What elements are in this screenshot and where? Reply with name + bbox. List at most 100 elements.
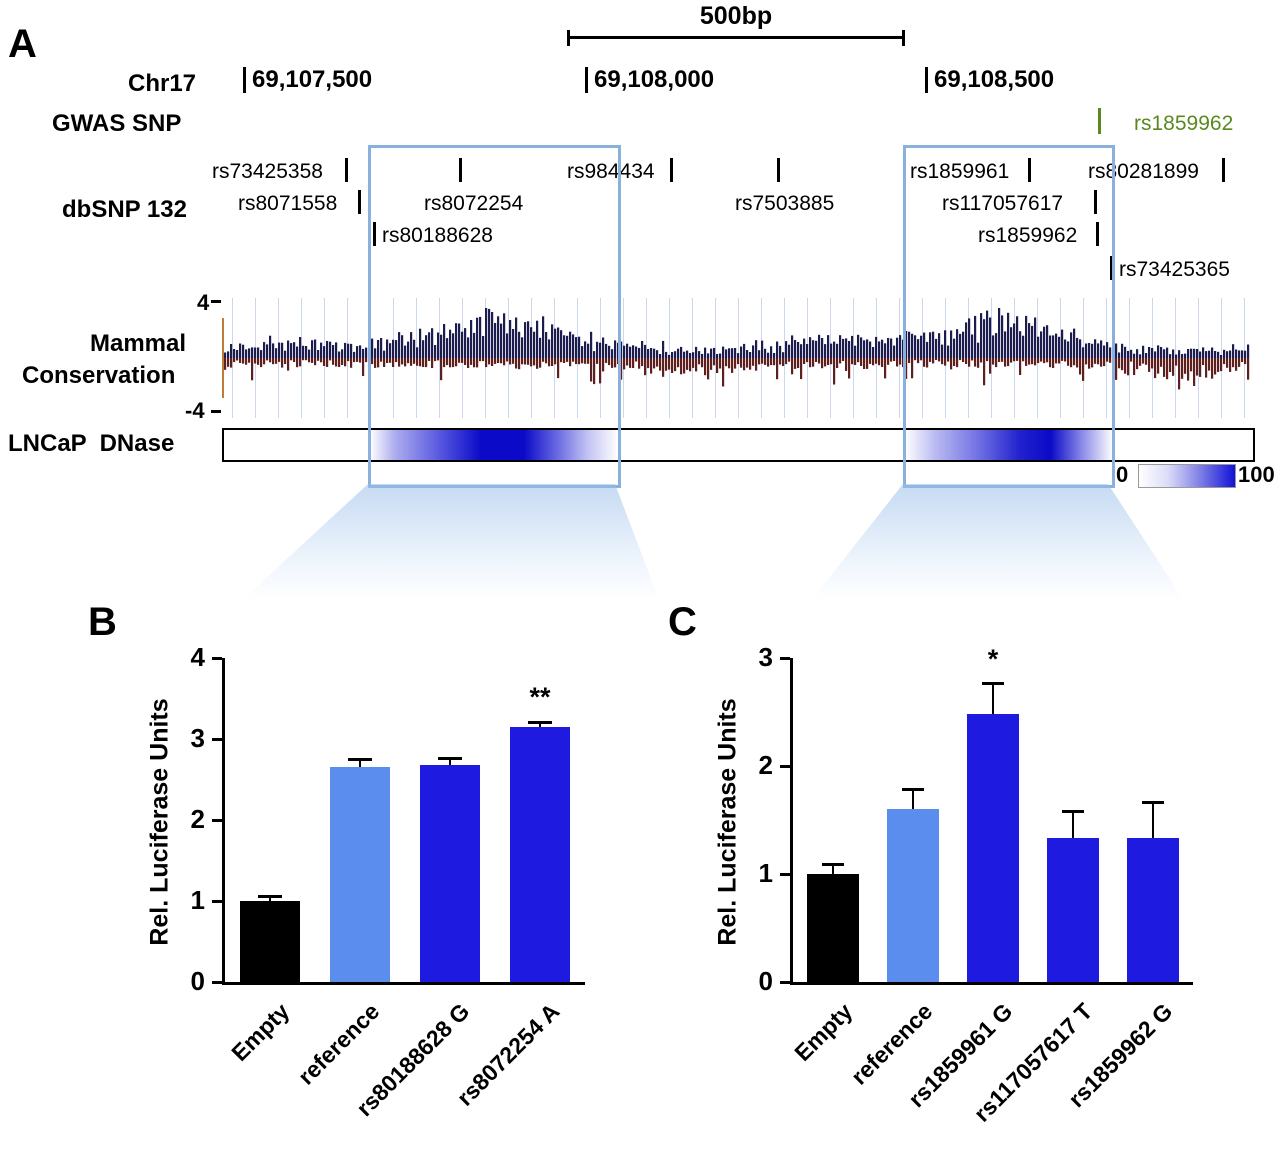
snp-tick (1028, 158, 1031, 182)
y-tick-label: 2 (190, 804, 205, 834)
snp-tick (358, 190, 361, 214)
snp-label: rs1859962 (978, 224, 1078, 247)
y-tick (212, 818, 222, 822)
bar-rs1859962-g (1126, 838, 1180, 982)
snp-tick (1110, 256, 1113, 280)
significance-annotation: ** (529, 681, 551, 712)
error-bar-cap (1061, 809, 1085, 813)
dnase-signal-region-1 (370, 430, 618, 460)
coordinate-value: 69,107,500 (252, 66, 373, 93)
coordinate-tick-mark (243, 67, 246, 93)
snp-label: rs80281899 (1088, 160, 1199, 183)
coordinate-value: 69,108,500 (934, 66, 1055, 93)
conservation-axis-tick (211, 410, 221, 413)
dnase-signal-region-2 (905, 430, 1113, 460)
y-tick (780, 872, 790, 876)
snp-label: rs117057617 (942, 192, 1064, 215)
chromosome-label: Chr17 (128, 70, 197, 97)
y-tick-label: 0 (758, 966, 773, 996)
gwas-snp-label: rs1859962 (1134, 112, 1234, 135)
bar-empty (240, 901, 300, 982)
panel-b-label: B (88, 600, 117, 644)
y-tick-label: 2 (758, 750, 773, 780)
y-tick-label: 1 (190, 885, 205, 915)
error-bar-line (991, 683, 995, 715)
snp-tick (373, 222, 376, 246)
conservation-axis-min: -4 (185, 398, 205, 423)
error-bar-cap (347, 757, 373, 761)
error-bar-line (911, 789, 915, 810)
bar-rs8072254-a (510, 726, 570, 982)
coordinate-tick: 69,108,500 (925, 66, 1054, 94)
highlight-box-region-1 (368, 145, 621, 488)
y-tick (212, 656, 222, 660)
bar-reference (330, 767, 390, 982)
y-tick-label: 1 (758, 858, 773, 888)
error-bar-line (538, 722, 542, 727)
snp-tick (777, 158, 780, 182)
y-tick (212, 899, 222, 903)
panel-a-label: A (8, 22, 37, 66)
snp-tick (1094, 190, 1097, 214)
scale-bar-label: 500bp (699, 2, 773, 30)
y-tick (780, 980, 790, 984)
coordinate-tick: 69,108,000 (585, 66, 714, 94)
snp-label: rs1859961 (910, 160, 1010, 183)
snp-label: rs73425365 (1119, 258, 1230, 281)
snp-tick (1222, 158, 1225, 182)
error-bar-cap (901, 788, 925, 792)
heat-legend-max: 100 (1238, 462, 1275, 487)
heat-legend-gradient (1138, 464, 1236, 488)
bar-rs80188628-g (420, 764, 480, 982)
y-tick-label: 0 (190, 966, 205, 996)
error-bar-cap (981, 682, 1005, 686)
conservation-label-line1: Mammal (90, 330, 187, 357)
x-category-label: Empty (789, 998, 858, 1067)
y-tick (212, 737, 222, 741)
x-category-label: rs1859962 G (1063, 998, 1178, 1113)
snp-tick (459, 158, 462, 182)
chart-c-y-axis-title: Rel. Luciferase Units (713, 698, 742, 946)
scale-bar-right-tick (902, 30, 905, 46)
panel-c-label: C (668, 600, 697, 644)
error-bar-line (831, 864, 835, 874)
error-bar-cap (821, 862, 845, 866)
zoom-funnel-region-1 (240, 484, 660, 602)
error-bar-line (1151, 802, 1155, 839)
y-tick (780, 656, 790, 660)
error-bar-cap (257, 895, 283, 899)
conservation-label-line2: Conservation (22, 362, 176, 389)
snp-label: rs7503885 (735, 192, 835, 215)
y-tick (212, 980, 222, 984)
dnase-track (222, 428, 1255, 462)
coordinate-tick-mark (585, 67, 588, 93)
x-category-label: reference (845, 998, 938, 1090)
bar-reference (886, 809, 940, 982)
dnase-track-label: LNCaP DNase (8, 430, 175, 457)
scale-bar (567, 30, 905, 46)
snp-label: rs73425358 (212, 160, 323, 183)
gwas-track-label: GWAS SNP (52, 110, 182, 137)
error-bar-line (1071, 811, 1075, 839)
conservation-track (222, 298, 1250, 418)
snp-tick (345, 158, 348, 182)
bar-empty (806, 874, 860, 982)
error-bar-cap (1141, 801, 1165, 805)
snp-label: rs984434 (567, 160, 655, 183)
snp-label: rs80188628 (382, 224, 493, 247)
significance-annotation: * (987, 643, 999, 674)
error-bar-line (448, 758, 452, 765)
y-tick-label: 3 (758, 642, 773, 672)
x-category-label: rs1859961 G (903, 998, 1018, 1113)
y-tick-label: 3 (190, 723, 205, 753)
y-tick (780, 764, 790, 768)
coordinate-tick-mark (925, 67, 928, 93)
error-bar-line (358, 759, 362, 768)
bar-rs1859961-g (966, 714, 1020, 982)
snp-label: rs8072254 (424, 192, 524, 215)
zoom-funnel-region-2 (810, 484, 1185, 602)
bar-rs117057617-t (1046, 838, 1100, 982)
x-category-label: rs117057617 T (968, 998, 1098, 1127)
